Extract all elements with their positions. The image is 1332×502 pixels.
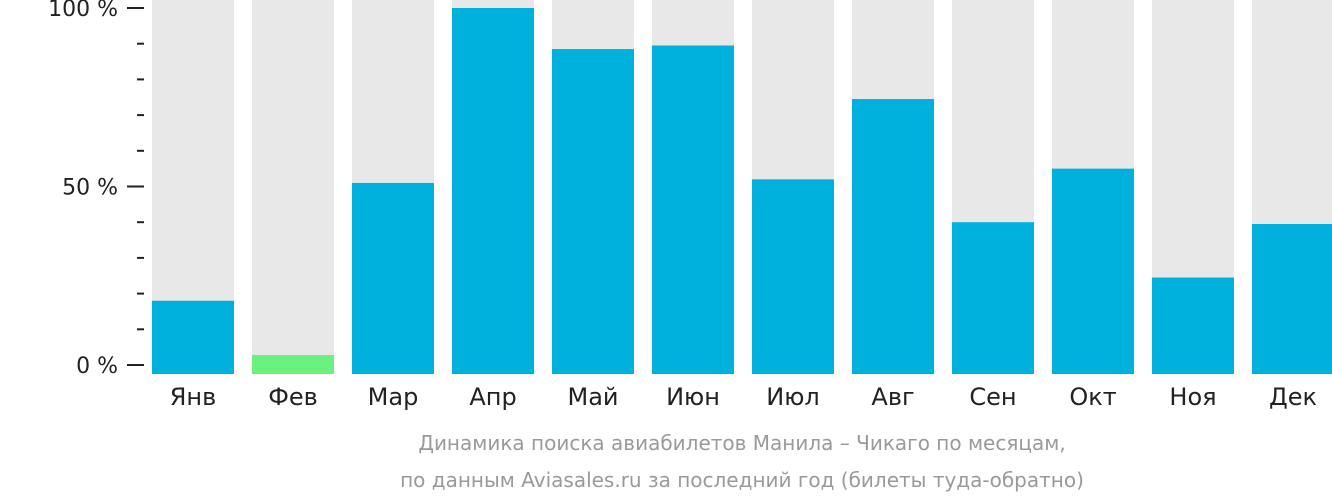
bar (252, 355, 334, 374)
bar (552, 49, 634, 375)
x-axis: Янв Фев Мар Апр Май Июн Июл Авг Сен Окт Ноя Дек (170, 383, 1317, 411)
chart-caption-line-1: Динамика поиска авиабилетов Манила – Чик… (418, 431, 1066, 455)
y-tick-label: 100 % (48, 0, 118, 22)
value-bars (152, 8, 1332, 375)
x-tick-label: Дек (1269, 383, 1317, 411)
bar (1252, 223, 1332, 374)
bar (452, 8, 534, 374)
bar-track (252, 0, 334, 374)
x-tick-label: Окт (1069, 383, 1116, 411)
y-tick-label: 50 % (62, 176, 118, 201)
bar (1052, 168, 1134, 374)
bar (952, 222, 1034, 374)
bar (152, 300, 234, 374)
x-tick-label: Май (567, 383, 618, 411)
x-tick-label: Ноя (1169, 383, 1216, 411)
bar-chart: 0 % 50 % 100 % Янв Фев Мар Апр Май Июн Июл Авг Сен… (48, 0, 1332, 411)
x-tick-label: Авг (871, 383, 914, 411)
x-tick-label: Июл (766, 383, 820, 411)
bar (752, 179, 834, 374)
y-axis: 0 % 50 % 100 % (48, 0, 144, 379)
bar (1152, 277, 1234, 374)
x-tick-label: Фев (268, 383, 318, 411)
bar (852, 99, 934, 374)
y-tick-label: 0 % (76, 354, 118, 379)
x-tick-label: Мар (368, 383, 419, 411)
chart-caption-line-2: по данным Aviasales.ru за последний год … (400, 468, 1084, 492)
x-tick-label: Апр (469, 383, 516, 411)
bar (652, 45, 734, 375)
bar (352, 182, 434, 374)
x-tick-label: Сен (969, 383, 1016, 411)
x-tick-label: Янв (170, 383, 217, 411)
x-tick-label: Июн (666, 383, 720, 411)
